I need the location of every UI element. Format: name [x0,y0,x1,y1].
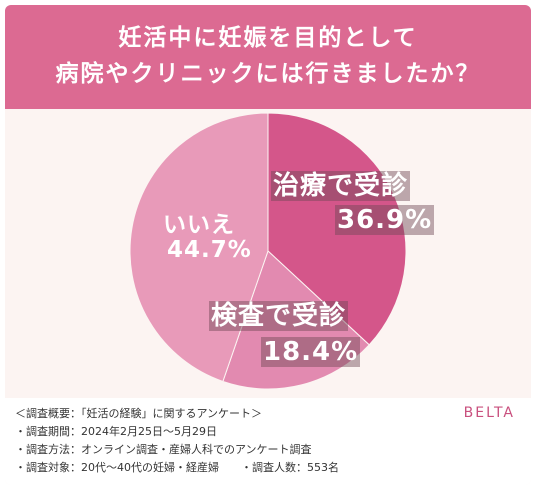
note-period: ・調査期間：2024年2月25日〜5月29日 [15,425,217,438]
pie-chart: 治療で受診 36.9% いいえ 44.7% 検査で受診 18.4% [5,109,531,397]
title-line-1: 妊活中に妊娠を目的として [118,25,418,51]
slice-label-no: いいえ [163,212,235,238]
slice-value-exam: 18.4% [261,337,361,367]
infographic-card: 妊活中に妊娠を目的として 病院やクリニックには行きましたか？ 治療で受診 36.… [5,5,531,485]
slice-label-treatment: 治療で受診 [271,171,411,201]
title-banner: 妊活中に妊娠を目的として 病院やクリニックには行きましたか？ [5,5,531,109]
title-line-2: 病院やクリニックには行きましたか？ [55,61,481,87]
slice-value-treatment: 36.9% [335,205,435,235]
survey-notes: ＜調査概要：「妊活の経験」に関するアンケート＞ ・調査期間：2024年2月25日… [5,398,531,485]
pie-slice-exam [222,250,370,390]
pie-slice-treatment [267,112,407,346]
belta-logo: BELTA [463,405,515,421]
note-overview: ＜調査概要：「妊活の経験」に関するアンケート＞ [15,407,263,420]
note-method: ・調査方法：オンライン調査・産婦人科でのアンケート調査 [15,443,312,456]
note-target: ・調査対象：20代〜40代の妊婦・経産婦 ・調査人数：553名 [15,461,339,474]
slice-label-exam: 検査で受診 [209,301,349,331]
pie-slice-no [129,112,269,383]
pie-svg [129,112,407,390]
slice-value-no: 44.7% [167,237,252,263]
